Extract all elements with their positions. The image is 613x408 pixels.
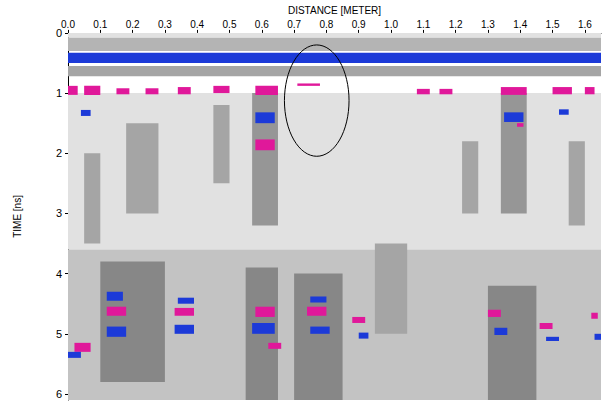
svg-text:0.4: 0.4 [190,19,204,30]
svg-text:5: 5 [56,328,62,340]
svg-text:0.3: 0.3 [158,19,172,30]
svg-text:1.3: 1.3 [481,19,495,30]
svg-text:0.9: 0.9 [352,19,366,30]
svg-text:0: 0 [55,26,62,39]
svg-text:0.8: 0.8 [319,19,333,30]
svg-text:1.0: 1.0 [384,19,398,30]
svg-text:DISTANCE [METER]: DISTANCE [METER] [288,5,381,16]
svg-text:1.5: 1.5 [546,19,560,30]
svg-text:4: 4 [56,268,62,280]
svg-text:0.1: 0.1 [93,19,107,30]
svg-text:0.0: 0.0 [61,19,75,30]
svg-text:1.6: 1.6 [578,19,592,30]
svg-text:0.5: 0.5 [223,19,237,30]
svg-text:1.4: 1.4 [513,19,527,30]
svg-text:0.7: 0.7 [287,19,301,30]
svg-text:3: 3 [56,207,62,219]
svg-text:1: 1 [56,87,62,99]
svg-text:1.2: 1.2 [449,19,463,30]
svg-text:2: 2 [56,147,62,159]
svg-text:1.1: 1.1 [416,19,430,30]
svg-text:0.6: 0.6 [255,19,269,30]
svg-text:TIME [ns]: TIME [ns] [12,195,23,238]
svg-text:0.2: 0.2 [126,19,140,30]
svg-text:6: 6 [56,388,62,400]
